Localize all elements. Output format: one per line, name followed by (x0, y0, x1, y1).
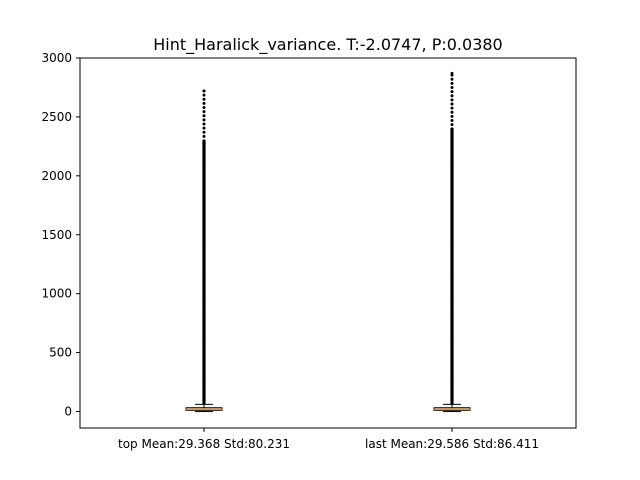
outlier-point (202, 139, 206, 143)
x-axis: top Mean:29.368 Std:80.231 last Mean:29.5… (118, 428, 539, 451)
y-tick-label: 1000 (41, 287, 72, 301)
y-axis: 0 500 1000 1500 2000 2500 3000 (41, 51, 80, 419)
outlier-point (202, 97, 206, 101)
x-tick-label: top Mean:29.368 Std:80.231 (118, 437, 290, 451)
outlier-point (202, 114, 206, 118)
outlier-point (450, 98, 454, 102)
outlier-point (202, 130, 206, 134)
outlier-point (450, 123, 454, 127)
plot-frame (79, 57, 577, 429)
outlier-point (202, 101, 206, 105)
y-tick-label: 500 (49, 346, 72, 360)
box-series-2 (433, 71, 471, 413)
x-tick-label: last Mean:29.586 Std:86.411 (365, 437, 539, 451)
outlier-point (450, 114, 454, 118)
outlier-point (202, 89, 206, 93)
y-tick-label: 2000 (41, 169, 72, 183)
outlier-point (202, 122, 206, 126)
y-tick-label: 0 (64, 405, 72, 419)
chart-title: Hint_Haralick_variance. T:-2.0747, P:0.0… (153, 35, 502, 55)
outlier-point (450, 77, 454, 81)
outlier-point (450, 85, 454, 89)
outlier-point (450, 94, 454, 98)
outlier-point (450, 81, 454, 85)
outlier-point (202, 134, 206, 138)
y-tick-label: 2500 (41, 110, 72, 124)
outlier-point (202, 126, 206, 130)
outlier-point (450, 71, 454, 75)
box-series-1 (185, 89, 223, 413)
outlier-point (202, 105, 206, 109)
plot-area (185, 71, 471, 413)
outlier-point (450, 90, 454, 94)
outlier-point (450, 102, 454, 106)
outlier-point (202, 118, 206, 122)
outlier-point (450, 127, 454, 131)
outlier-point (450, 106, 454, 110)
y-tick-label: 3000 (41, 51, 72, 65)
outlier-point (450, 110, 454, 114)
outlier-point (202, 110, 206, 114)
outlier-point (202, 93, 206, 97)
y-tick-label: 1500 (41, 228, 72, 242)
outlier-point (450, 118, 454, 122)
